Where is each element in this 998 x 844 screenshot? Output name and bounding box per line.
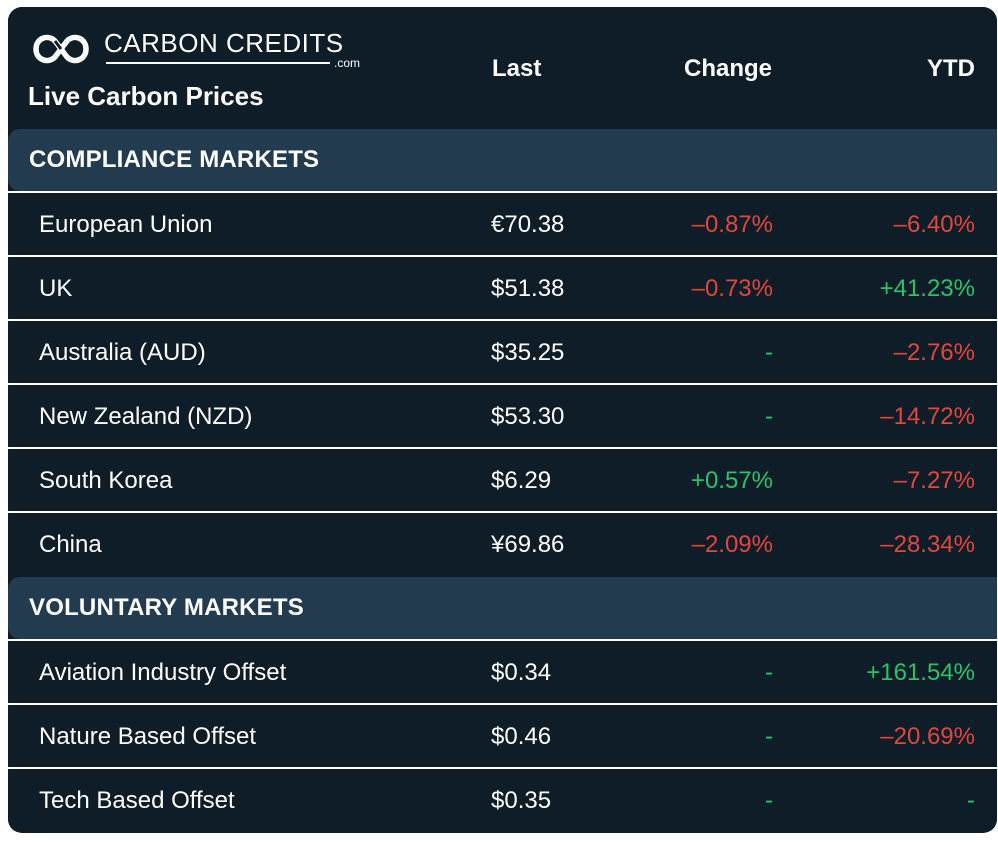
market-name: South Korea (39, 467, 173, 494)
row-divider (8, 639, 997, 641)
market-name: European Union (39, 211, 213, 238)
market-name: New Zealand (NZD) (39, 403, 253, 430)
change-value: - (765, 659, 773, 686)
infinity-logo-icon (33, 34, 89, 64)
change-value: - (765, 787, 773, 814)
change-value: –0.73% (691, 275, 773, 302)
carbon-prices-widget: CARBON CREDITS .com Live Carbon Prices L… (8, 7, 997, 833)
market-name: Aviation Industry Offset (39, 659, 287, 686)
market-name: Nature Based Offset (39, 723, 257, 750)
column-header-ytd: YTD (927, 55, 975, 82)
widget-title: Live Carbon Prices (28, 81, 264, 111)
ytd-value: –20.69% (880, 723, 975, 750)
ytd-value: +161.54% (866, 659, 975, 686)
row-divider (8, 767, 997, 769)
last-price: $6.29 (491, 467, 552, 494)
section-header-compliance: COMPLIANCE MARKETS (8, 129, 997, 191)
last-price: ¥69.86 (491, 531, 565, 558)
change-value: - (765, 403, 773, 430)
column-header-last: Last (492, 55, 542, 82)
change-value: - (765, 339, 773, 366)
table-row[interactable]: China ¥69.86 –2.09% –28.34% (8, 513, 997, 575)
row-divider (8, 447, 997, 449)
brand-domain: .com (334, 56, 361, 70)
row-divider (8, 319, 997, 321)
table-row[interactable]: European Union €70.38 –0.87% –6.40% (8, 193, 997, 255)
row-divider (8, 255, 997, 257)
market-name: China (39, 531, 102, 558)
last-price: $0.46 (491, 723, 552, 750)
row-divider (8, 383, 997, 385)
column-header-change: Change (683, 55, 772, 82)
ytd-value: –7.27% (893, 467, 975, 494)
change-value: –0.87% (691, 211, 773, 238)
section-label: COMPLIANCE MARKETS (29, 146, 320, 173)
ytd-value: +41.23% (879, 275, 975, 302)
table-row[interactable]: South Korea $6.29 +0.57% –7.27% (8, 449, 997, 511)
carbon-credits-logo[interactable]: CARBON CREDITS .com (28, 26, 361, 76)
table-row[interactable]: Nature Based Offset $0.46 - –20.69% (8, 705, 997, 767)
last-price: $35.25 (491, 339, 565, 366)
last-price: $53.30 (491, 403, 565, 430)
last-price: €70.38 (491, 211, 565, 238)
ytd-value: –14.72% (880, 403, 975, 430)
section-header-voluntary: VOLUNTARY MARKETS (8, 577, 997, 639)
table-row[interactable]: Tech Based Offset $0.35 - - (8, 769, 997, 831)
row-divider (8, 703, 997, 705)
market-name: Australia (AUD) (39, 339, 206, 366)
change-value: –2.09% (691, 531, 773, 558)
last-price: $0.34 (491, 659, 552, 686)
brand-name: CARBON CREDITS (104, 28, 344, 58)
widget-header: CARBON CREDITS .com Live Carbon Prices L… (8, 7, 997, 127)
market-name: Tech Based Offset (39, 787, 235, 814)
section-label: VOLUNTARY MARKETS (29, 594, 304, 621)
row-divider (8, 511, 997, 513)
ytd-value: –28.34% (880, 531, 975, 558)
ytd-value: –2.76% (893, 339, 975, 366)
row-divider (8, 191, 997, 193)
ytd-value: - (967, 787, 975, 814)
table-row[interactable]: Australia (AUD) $35.25 - –2.76% (8, 321, 997, 383)
table-row[interactable]: UK $51.38 –0.73% +41.23% (8, 257, 997, 319)
table-row[interactable]: New Zealand (NZD) $53.30 - –14.72% (8, 385, 997, 447)
last-price: $51.38 (491, 275, 565, 302)
market-name: UK (39, 275, 73, 302)
last-price: $0.35 (491, 787, 552, 814)
ytd-value: –6.40% (893, 211, 975, 238)
change-value: +0.57% (690, 467, 773, 494)
table-row[interactable]: Aviation Industry Offset $0.34 - +161.54… (8, 641, 997, 703)
change-value: - (765, 723, 773, 750)
logo-underline (106, 62, 330, 64)
